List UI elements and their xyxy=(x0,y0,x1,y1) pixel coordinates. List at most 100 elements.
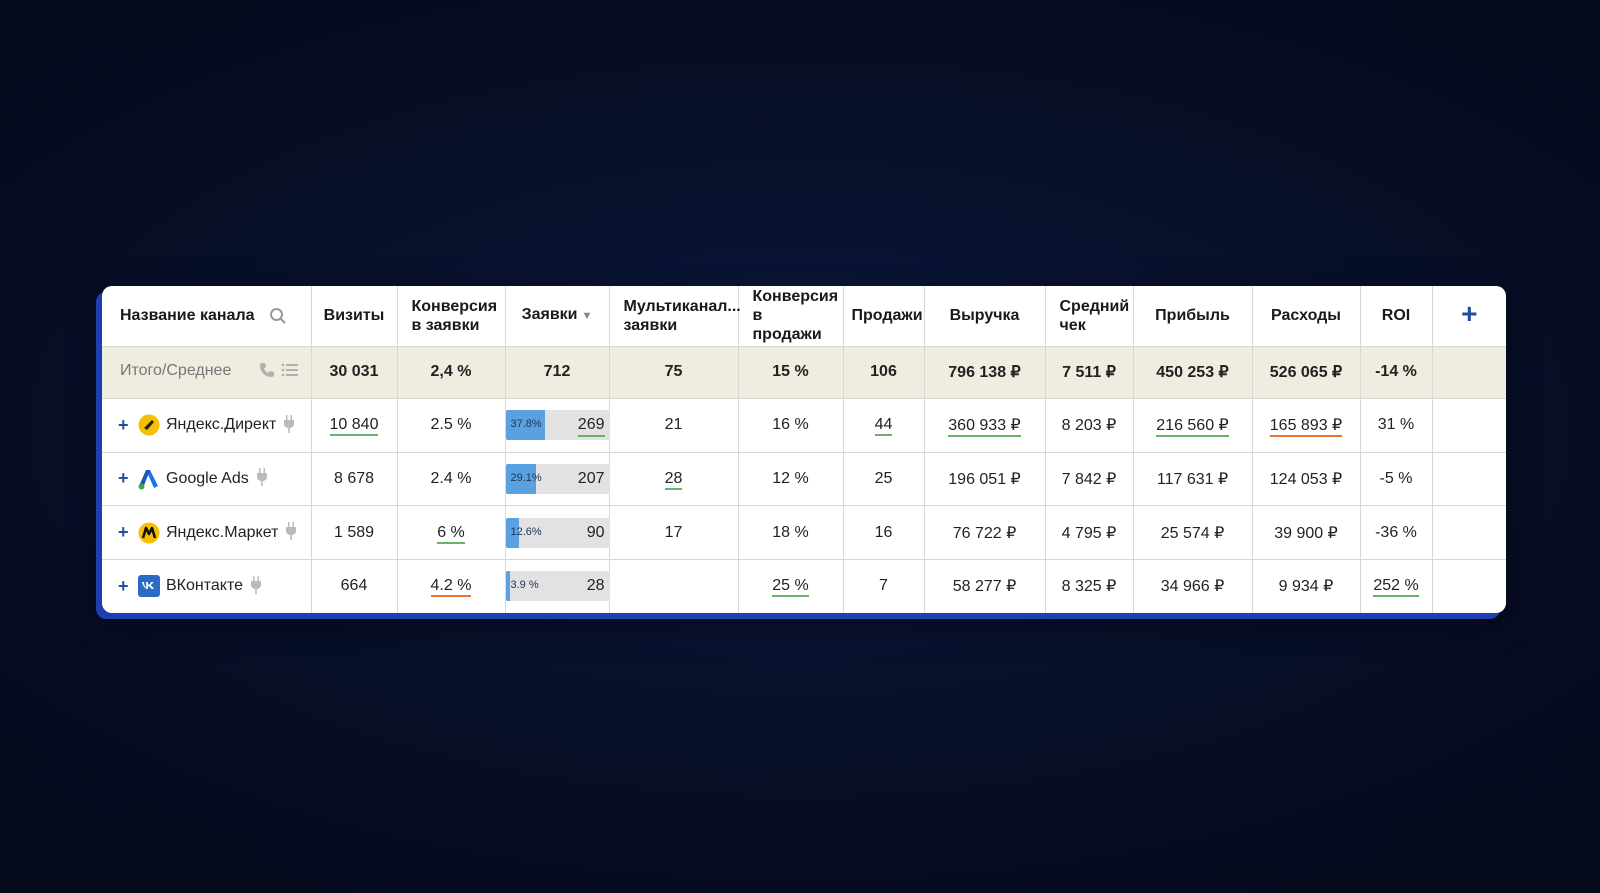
column-header-avg-check[interactable]: Средний чек xyxy=(1045,286,1134,346)
column-header-leads-label: Заявки xyxy=(521,306,578,324)
channel-name[interactable]: Google Ads xyxy=(166,469,249,487)
channel-name[interactable]: Яндекс.Директ xyxy=(166,416,277,434)
leads-value[interactable]: 269 xyxy=(577,416,605,438)
avg-check-cell: 8 325 ₽ xyxy=(1045,558,1134,613)
totals-label-cell: Итого/Среднее xyxy=(102,345,312,399)
multichannel-cell: 21 xyxy=(609,398,739,453)
leads-share-bar: 37.8% 269 xyxy=(505,410,610,441)
conv-leads-cell[interactable]: 6 % xyxy=(397,505,506,560)
add-column-button[interactable]: + xyxy=(1432,286,1506,346)
expenses-cell: 124 053 ₽ xyxy=(1252,451,1361,506)
totals-empty xyxy=(1432,345,1506,399)
profit-cell: 117 631 ₽ xyxy=(1133,451,1253,506)
leads-value: 207 xyxy=(577,469,605,487)
revenue-cell: 58 277 ₽ xyxy=(924,558,1046,613)
leads-share-fill xyxy=(505,410,545,441)
leads-cell[interactable]: 29.1% 207 xyxy=(505,451,610,506)
column-header-conv-leads[interactable]: Конверсия в заявки xyxy=(397,286,506,346)
expenses-cell[interactable]: 165 893 ₽ xyxy=(1252,398,1361,453)
multichannel-value[interactable]: 28 xyxy=(664,469,683,490)
totals-visits: 30 031 xyxy=(311,345,398,399)
leads-cell[interactable]: 37.8% 269 xyxy=(505,398,610,453)
channel-cell: + Google Ads xyxy=(102,451,312,506)
sort-desc-icon[interactable]: ▼ xyxy=(581,310,593,323)
conv-sales-cell: 18 % xyxy=(738,505,844,560)
column-header-profit[interactable]: Прибыль xyxy=(1133,286,1253,346)
search-icon[interactable] xyxy=(269,307,287,325)
avg-check-cell: 8 203 ₽ xyxy=(1045,398,1134,453)
sales-cell[interactable]: 44 xyxy=(843,398,925,453)
channel-cell: + Яндекс.Директ xyxy=(102,398,312,453)
leads-value: 90 xyxy=(586,523,605,541)
roi-cell[interactable]: 252 % xyxy=(1360,558,1433,613)
plus-icon[interactable]: + xyxy=(1461,297,1478,329)
multichannel-cell xyxy=(609,558,739,613)
expand-plus-icon[interactable]: + xyxy=(118,468,129,489)
yandex-direct-logo-icon xyxy=(138,414,160,436)
column-header-visits[interactable]: Визиты xyxy=(311,286,398,346)
column-header-leads[interactable]: Заявки ▼ xyxy=(505,286,610,346)
expand-plus-icon[interactable]: + xyxy=(118,575,129,596)
conv-sales-cell[interactable]: 25 % xyxy=(738,558,844,613)
leads-cell[interactable]: 12.6% 90 xyxy=(505,505,610,560)
profit-cell: 25 574 ₽ xyxy=(1133,505,1253,560)
leads-share-percent: 3.9 % xyxy=(510,579,539,592)
table-row: + Google Ads 8 678 2.4 % xyxy=(102,451,1506,506)
avg-check-cell: 7 842 ₽ xyxy=(1045,451,1134,506)
profit-cell: 34 966 ₽ xyxy=(1133,558,1253,613)
sales-cell: 25 xyxy=(843,451,925,506)
column-header-multichannel[interactable]: Мультиканал... заявки xyxy=(609,286,741,346)
profit-value[interactable]: 216 560 ₽ xyxy=(1156,417,1229,438)
channel-report-table-card: Название канала Визиты Конверсия в заявк… xyxy=(102,286,1506,613)
leads-value: 28 xyxy=(586,577,605,595)
revenue-cell: 76 722 ₽ xyxy=(924,505,1046,560)
expenses-value[interactable]: 165 893 ₽ xyxy=(1269,417,1343,438)
google-ads-logo-icon xyxy=(138,468,160,490)
table-row: + Яндекс.Маркет 1 589 6 % xyxy=(102,505,1506,560)
channel-name[interactable]: Яндекс.Маркет xyxy=(166,523,279,541)
column-header-channel[interactable]: Название канала xyxy=(102,286,312,346)
leads-share-bar: 29.1% 207 xyxy=(505,463,610,494)
roi-cell: 31 % xyxy=(1360,398,1433,453)
conv-leads-value[interactable]: 4.2 % xyxy=(430,577,472,598)
column-header-revenue[interactable]: Выручка xyxy=(924,286,1046,346)
conv-sales-cell: 12 % xyxy=(738,451,844,506)
yandex-market-logo-icon xyxy=(138,522,160,544)
totals-revenue: 796 138 ₽ xyxy=(924,345,1046,399)
roi-value[interactable]: 252 % xyxy=(1373,577,1419,598)
visits-cell: 664 xyxy=(311,558,398,613)
expand-plus-icon[interactable]: + xyxy=(118,522,129,543)
revenue-value[interactable]: 360 933 ₽ xyxy=(948,417,1021,438)
totals-multichannel: 75 xyxy=(609,345,739,399)
conv-sales-value[interactable]: 25 % xyxy=(772,577,809,598)
sales-value[interactable]: 44 xyxy=(874,416,893,437)
revenue-cell[interactable]: 360 933 ₽ xyxy=(924,398,1046,453)
column-header-expenses[interactable]: Расходы xyxy=(1252,286,1361,346)
plug-icon xyxy=(284,414,295,436)
column-header-conv-sales[interactable]: Конверсия в продажи xyxy=(738,286,844,346)
plug-icon xyxy=(286,522,297,543)
totals-conv-sales: 15 % xyxy=(738,345,844,399)
expand-plus-icon[interactable]: + xyxy=(118,414,129,435)
conv-leads-cell[interactable]: 4.2 % xyxy=(397,558,506,613)
conv-leads-value[interactable]: 6 % xyxy=(437,523,465,544)
sales-cell: 16 xyxy=(843,505,925,560)
totals-leads: 712 xyxy=(505,345,610,399)
channel-name[interactable]: ВКонтакте xyxy=(166,577,243,595)
profit-cell[interactable]: 216 560 ₽ xyxy=(1133,398,1253,453)
totals-roi: -14 % xyxy=(1360,345,1433,399)
leads-cell[interactable]: 3.9 % 28 xyxy=(505,558,610,613)
phone-icon[interactable] xyxy=(259,362,275,383)
column-header-roi[interactable]: ROI xyxy=(1360,286,1433,346)
column-header-sales[interactable]: Продажи xyxy=(843,286,925,346)
multichannel-cell[interactable]: 28 xyxy=(609,451,739,506)
list-icon[interactable] xyxy=(281,362,299,383)
visits-value[interactable]: 10 840 xyxy=(329,416,379,437)
channel-cell: + Яндекс.Маркет xyxy=(102,505,312,560)
multichannel-cell: 17 xyxy=(609,505,739,560)
sales-cell: 7 xyxy=(843,558,925,613)
visits-cell[interactable]: 10 840 xyxy=(311,398,398,453)
visits-cell: 8 678 xyxy=(311,451,398,506)
totals-conv-leads: 2,4 % xyxy=(397,345,506,399)
column-header-channel-label: Название канала xyxy=(120,307,255,325)
